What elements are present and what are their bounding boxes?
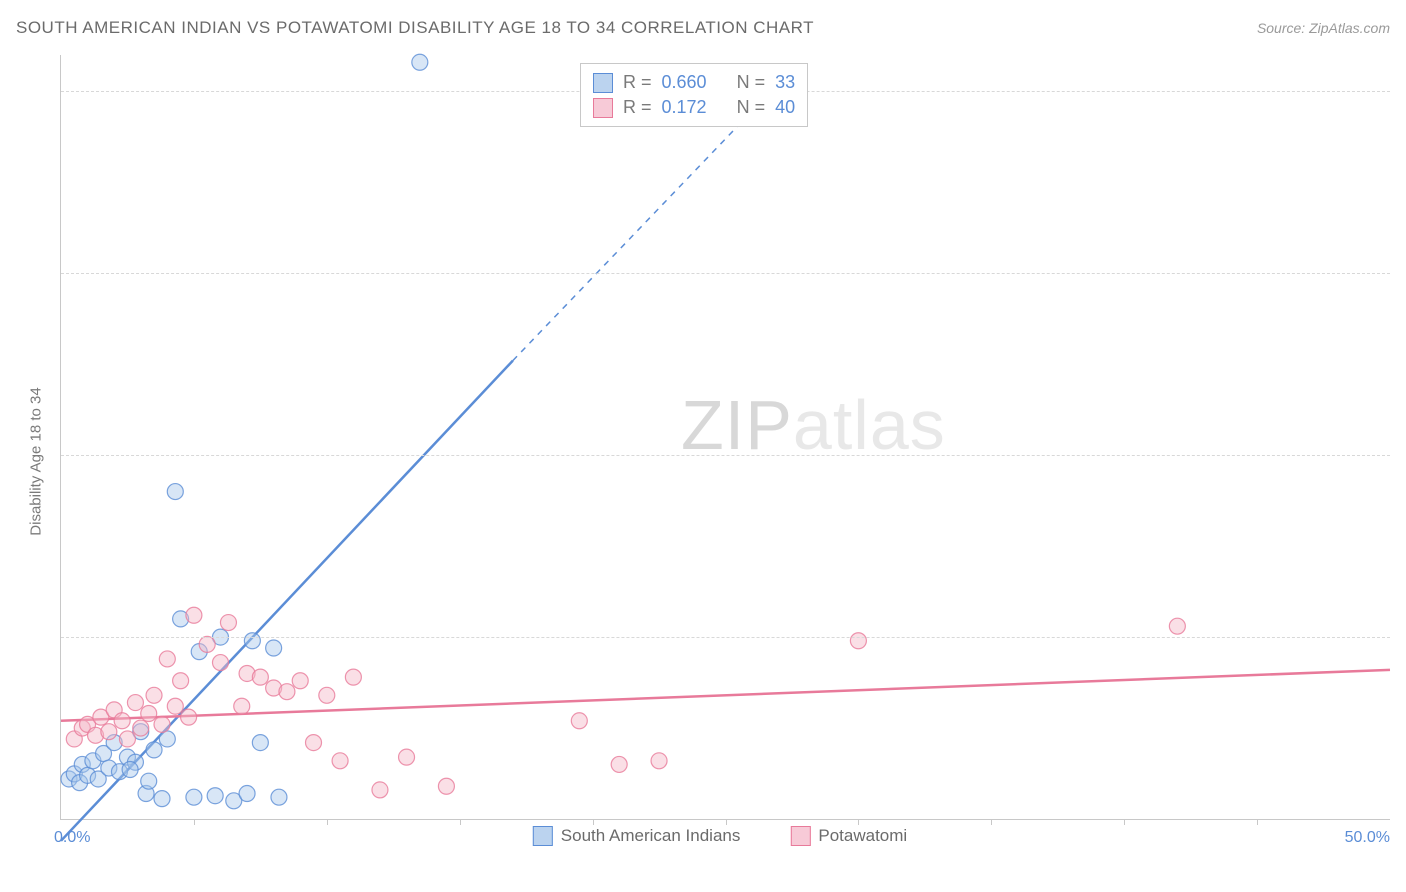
header-bar: SOUTH AMERICAN INDIAN VS POTAWATOMI DISA… <box>16 18 1390 38</box>
legend-label-pink: Potawatomi <box>818 826 907 846</box>
stats-row-blue: R = 0.660 N = 33 <box>593 70 795 95</box>
n-label: N = <box>737 72 766 93</box>
r-value-blue: 0.660 <box>662 72 707 93</box>
swatch-pink-icon <box>790 826 810 846</box>
r-label: R = <box>623 72 652 93</box>
n-value-blue: 33 <box>775 72 795 93</box>
bottom-legend: South American Indians Potawatomi <box>533 826 907 846</box>
swatch-pink-icon <box>593 98 613 118</box>
plot-region: ZIPatlas 25.0%50.0%75.0%100.0% <box>60 55 1390 820</box>
n-value-pink: 40 <box>775 97 795 118</box>
y-tick-label: 25.0% <box>1400 628 1406 646</box>
y-tick-label: 100.0% <box>1400 82 1406 100</box>
n-label: N = <box>737 97 766 118</box>
legend-label-blue: South American Indians <box>561 826 741 846</box>
swatch-blue-icon <box>593 73 613 93</box>
y-tick-label: 50.0% <box>1400 446 1406 464</box>
stats-row-pink: R = 0.172 N = 40 <box>593 95 795 120</box>
x-max-label: 50.0% <box>1345 829 1390 847</box>
scatter-plot-svg <box>61 55 1390 819</box>
chart-area: Disability Age 18 to 34 ZIPatlas 25.0%50… <box>50 55 1390 850</box>
r-value-pink: 0.172 <box>662 97 707 118</box>
legend-item-blue: South American Indians <box>533 826 741 846</box>
y-axis-label: Disability Age 18 to 34 <box>28 387 45 535</box>
x-origin-label: 0.0% <box>54 829 90 847</box>
gridline-h <box>61 455 1390 456</box>
legend-item-pink: Potawatomi <box>790 826 907 846</box>
gridline-h <box>61 273 1390 274</box>
chart-title: SOUTH AMERICAN INDIAN VS POTAWATOMI DISA… <box>16 18 814 38</box>
y-tick-label: 75.0% <box>1400 264 1406 282</box>
gridline-h <box>61 637 1390 638</box>
r-label: R = <box>623 97 652 118</box>
source-attribution: Source: ZipAtlas.com <box>1257 20 1390 36</box>
stats-legend-box: R = 0.660 N = 33 R = 0.172 N = 40 <box>580 63 808 127</box>
swatch-blue-icon <box>533 826 553 846</box>
